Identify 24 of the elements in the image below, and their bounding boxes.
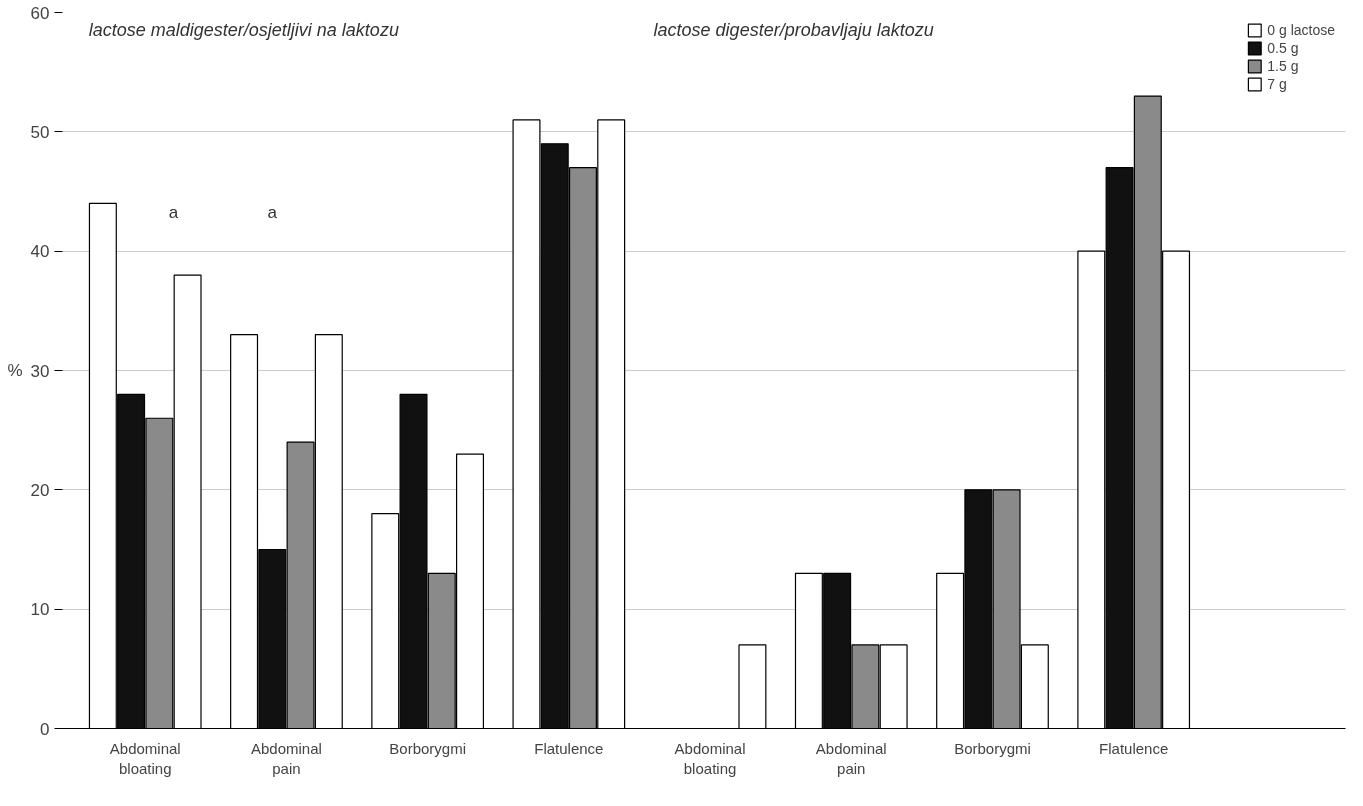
annotation: lactose digester/probavljaju laktozu bbox=[653, 20, 934, 41]
annotation: lactose maldigester/osjetljivi na laktozu bbox=[88, 20, 399, 41]
legend-label: 7 g bbox=[1267, 76, 1288, 92]
y-axis-title: % bbox=[7, 361, 23, 380]
y-tick-label: 40 bbox=[30, 242, 50, 262]
y-tick-label: 30 bbox=[30, 361, 50, 381]
x-tick-label: Flatulence bbox=[1099, 739, 1169, 757]
x-tick-label: Abdominal bloating bbox=[109, 739, 181, 777]
y-tick-label: 0 bbox=[40, 719, 50, 739]
y-tick-label: 60 bbox=[30, 3, 50, 23]
x-tick-label: Abdominal pain bbox=[251, 739, 322, 777]
x-tick-label: Abdominal bloating bbox=[674, 739, 746, 777]
annotation: a bbox=[267, 203, 278, 223]
legend-label: 0.5 g bbox=[1267, 40, 1299, 56]
legend-label: 0 g lactose bbox=[1267, 22, 1335, 38]
annotation: a bbox=[168, 203, 179, 223]
x-tick-label: Abdominal pain bbox=[815, 739, 887, 777]
legend-label: 1.5 g bbox=[1267, 58, 1299, 74]
y-tick-label: 20 bbox=[30, 480, 50, 500]
x-tick-label: Flatulence bbox=[534, 739, 604, 757]
y-tick-label: 50 bbox=[30, 122, 50, 142]
y-tick-label: 10 bbox=[30, 600, 50, 620]
x-tick-label: Borborygmi bbox=[389, 739, 466, 757]
x-tick-label: Borborygmi bbox=[954, 739, 1031, 757]
